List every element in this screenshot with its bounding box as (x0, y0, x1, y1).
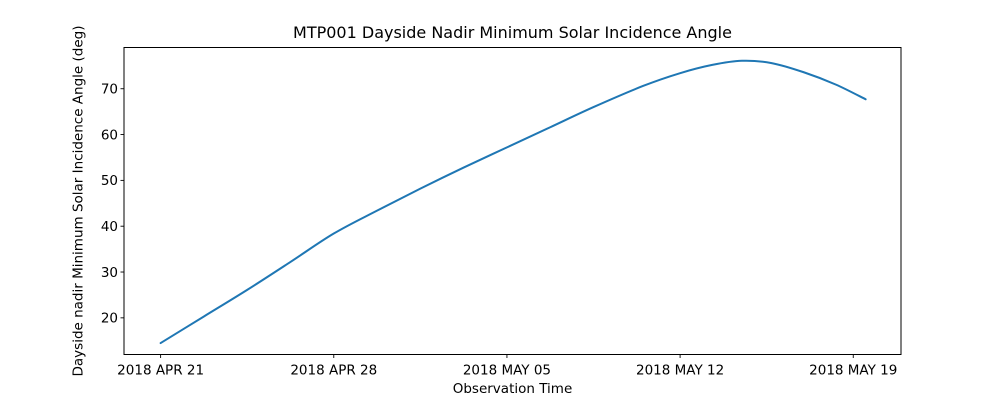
x-tick-label: 2018 MAY 12 (636, 363, 724, 379)
y-tick-label: 60 (101, 127, 118, 143)
x-tick-label: 2018 APR 28 (290, 363, 377, 379)
y-tick-label: 30 (101, 265, 118, 281)
x-tick-label: 2018 APR 21 (117, 363, 204, 379)
x-axis-label: Observation Time (452, 381, 573, 397)
x-tick-label: 2018 MAY 05 (463, 363, 551, 379)
y-tick-label: 70 (101, 82, 118, 98)
chart-title: MTP001 Dayside Nadir Minimum Solar Incid… (293, 23, 732, 42)
x-tick-label: 2018 MAY 19 (809, 363, 897, 379)
y-tick-label: 20 (101, 311, 118, 327)
y-tick-label: 50 (101, 173, 118, 189)
y-tick-label: 40 (101, 219, 118, 235)
data-line (159, 59, 867, 345)
axes-spines (123, 47, 902, 355)
